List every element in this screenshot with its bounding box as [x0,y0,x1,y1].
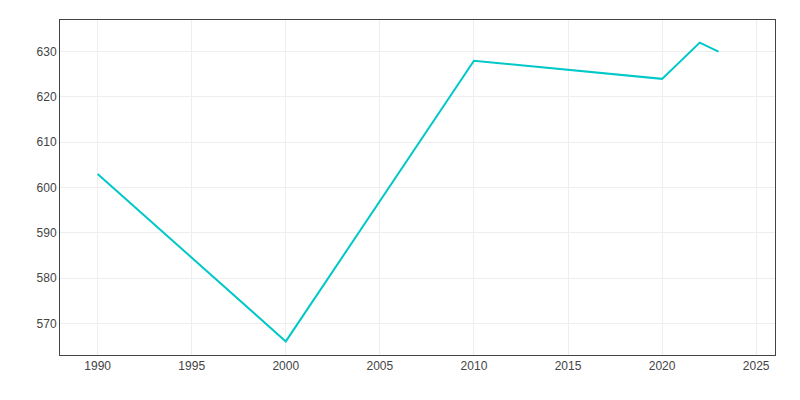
svg-text:2015: 2015 [555,359,582,373]
svg-text:570: 570 [37,317,57,331]
svg-text:1995: 1995 [178,359,205,373]
svg-text:590: 590 [37,226,57,240]
svg-text:2020: 2020 [649,359,676,373]
svg-text:600: 600 [37,181,57,195]
svg-text:580: 580 [37,271,57,285]
svg-text:610: 610 [37,135,57,149]
svg-text:620: 620 [37,90,57,104]
svg-text:630: 630 [37,45,57,59]
svg-text:2025: 2025 [743,359,770,373]
svg-text:1990: 1990 [84,359,111,373]
svg-text:2010: 2010 [461,359,488,373]
svg-text:2000: 2000 [272,359,299,373]
svg-text:2005: 2005 [367,359,394,373]
